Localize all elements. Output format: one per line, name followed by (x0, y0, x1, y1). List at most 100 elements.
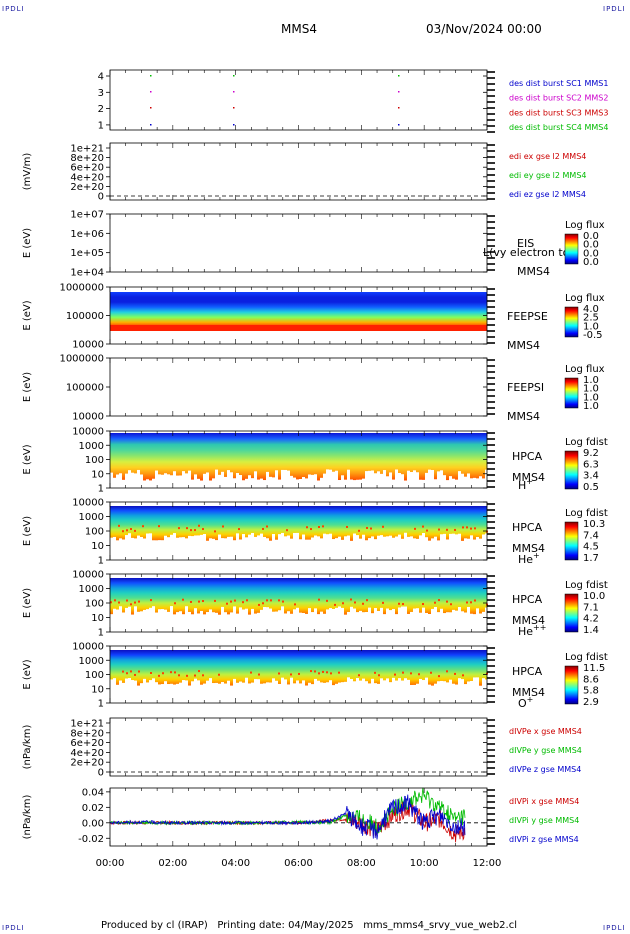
hpca_hepp-lowcount-gaps (110, 598, 488, 619)
colorbar-title: Log fdist (565, 580, 608, 591)
panel-feepsi: 1000000 100000 10000 E (eV) FEEPSI MMS4 Log fl… (22, 354, 605, 424)
colorbar-tick-label: 1.4 (583, 625, 599, 636)
legend-entry: dIVPe y gse MMS4 (509, 746, 582, 755)
legend-entry: dIVPi z gse MMS4 (509, 835, 579, 844)
burst-marker (233, 124, 235, 126)
instrument-label: FEEPSE (507, 310, 548, 323)
colorbar-tick-label: 0.0 (583, 248, 599, 259)
ytick-label: 10000 (72, 570, 104, 581)
minor-ticks (109, 788, 488, 846)
ytick-label: 0.02 (82, 803, 104, 814)
colorbar-tick-label: 4.0 (583, 304, 599, 315)
ytick-label: 0 (98, 192, 104, 203)
corner-mark-bottom-left: IPDLI (2, 924, 25, 932)
right-tick-bars (487, 71, 495, 133)
legend-entry: des dist burst SC2 MMS2 (509, 94, 608, 103)
minor-ticks (109, 574, 488, 632)
spacecraft-label: MMS4 (512, 614, 545, 627)
panel-eis: 1e+07 1e+06 1e+05 1e+04 E (eV) EIS MMS4 L(vy el… (22, 210, 605, 279)
species-charge: + (527, 695, 534, 704)
burst-marker (150, 124, 152, 126)
spacecraft-label: MMS4 (507, 410, 540, 423)
y-axis-label: E (eV) (22, 516, 33, 546)
minor-ticks (109, 287, 488, 344)
ytick-label: 4e+20 (70, 172, 104, 183)
date-title: 03/Nov/2024 00:00 (426, 22, 542, 36)
minor-ticks (109, 502, 488, 560)
colorbar-title: Log fdist (565, 652, 608, 663)
instrument-label: EIS (517, 237, 534, 250)
colorbar (564, 593, 579, 633)
ytick-label: 1000000 (59, 283, 104, 294)
plot-frame (109, 357, 488, 417)
ytick-label: 10000 (72, 498, 104, 509)
right-tick-bars (487, 215, 495, 271)
feepse-band (110, 325, 487, 331)
panel-divpi: 0.04 0.02 0.00 -0.02 (nPa/km) dIVPi x gse MMS… (22, 787, 579, 847)
species-label: H+ (518, 477, 533, 492)
species-label: He++ (518, 623, 546, 638)
colorbar-tick-label: 10.0 (583, 591, 605, 602)
colorbar-title: Log fdist (565, 437, 608, 448)
spacecraft-label: MMS4 (512, 542, 545, 555)
species-charge: + (526, 477, 533, 486)
ytick-label: 10000 (72, 412, 104, 423)
colorbar-tick-label: 4.2 (583, 614, 599, 625)
legend-entry: des dist burst SC4 MMS4 (509, 123, 608, 132)
ytick-label: 10 (91, 684, 104, 695)
colorbar-tick-label: 2.9 (583, 697, 599, 708)
ytick-label: 1 (98, 699, 104, 710)
xtick-label: 10:00 (410, 858, 439, 869)
ytick-label: 2e+20 (70, 182, 104, 193)
right-tick-bars (487, 144, 495, 200)
legend-entry: dIVPi y gse MMS4 (509, 816, 579, 825)
y-axis-label: E (eV) (22, 300, 33, 330)
ytick-label: 1000 (79, 584, 104, 595)
burst-marker (398, 107, 400, 109)
species-label: O+ (518, 695, 533, 710)
colorbar-tick-label: 7.1 (583, 602, 599, 613)
colorbar-title: Log fdist (565, 508, 608, 519)
xtick-label: 06:00 (284, 858, 313, 869)
minor-ticks (109, 646, 488, 703)
ytick-label: 1 (98, 628, 104, 639)
colorbar (564, 665, 579, 705)
spacecraft-label: MMS4 (512, 686, 545, 699)
hpca_he-lowcount-gaps (110, 524, 488, 545)
minor-ticks (109, 718, 488, 776)
ytick-label: 1e+06 (70, 229, 104, 240)
hpca_o-lowcount-gaps (110, 670, 488, 690)
ytick-label: 1000 (79, 656, 104, 667)
spacecraft-title: MMS4 (281, 22, 317, 36)
y-axis-label: E (eV) (22, 372, 33, 402)
minor-ticks (109, 70, 488, 130)
right-tick-bars (487, 647, 495, 703)
burst-marker (150, 107, 152, 109)
legend-entry: des dist burst SC1 MMS1 (509, 79, 608, 88)
legend-entry: dIVPi x gse MMS4 (509, 797, 579, 806)
ytick-label: 8e+20 (70, 153, 104, 164)
colorbar-tick-label: 5.8 (583, 686, 599, 697)
burst-marker (233, 91, 235, 93)
y-axis-label: (nPa/km) (22, 795, 33, 840)
ytick-label: 4e+20 (70, 748, 104, 759)
corner-mark-bottom-right: IPDLI (603, 924, 626, 932)
y-axis-label: E (eV) (22, 659, 33, 689)
ytick-label: 1e+04 (70, 268, 104, 279)
ytick-label: 6e+20 (70, 738, 104, 749)
legend-entry: dIVPe z gse MMS4 (509, 765, 581, 774)
ytick-label: 100000 (66, 311, 104, 322)
ytick-label: 10 (91, 613, 104, 624)
colorbar-tick-label: -0.5 (583, 330, 603, 341)
colorbar-tick-label: 0.0 (583, 257, 599, 268)
colorbar-tick-label: 1.0 (583, 384, 599, 395)
colorbar-tick-label: 4.5 (583, 542, 599, 553)
ytick-label: 100 (85, 599, 104, 610)
